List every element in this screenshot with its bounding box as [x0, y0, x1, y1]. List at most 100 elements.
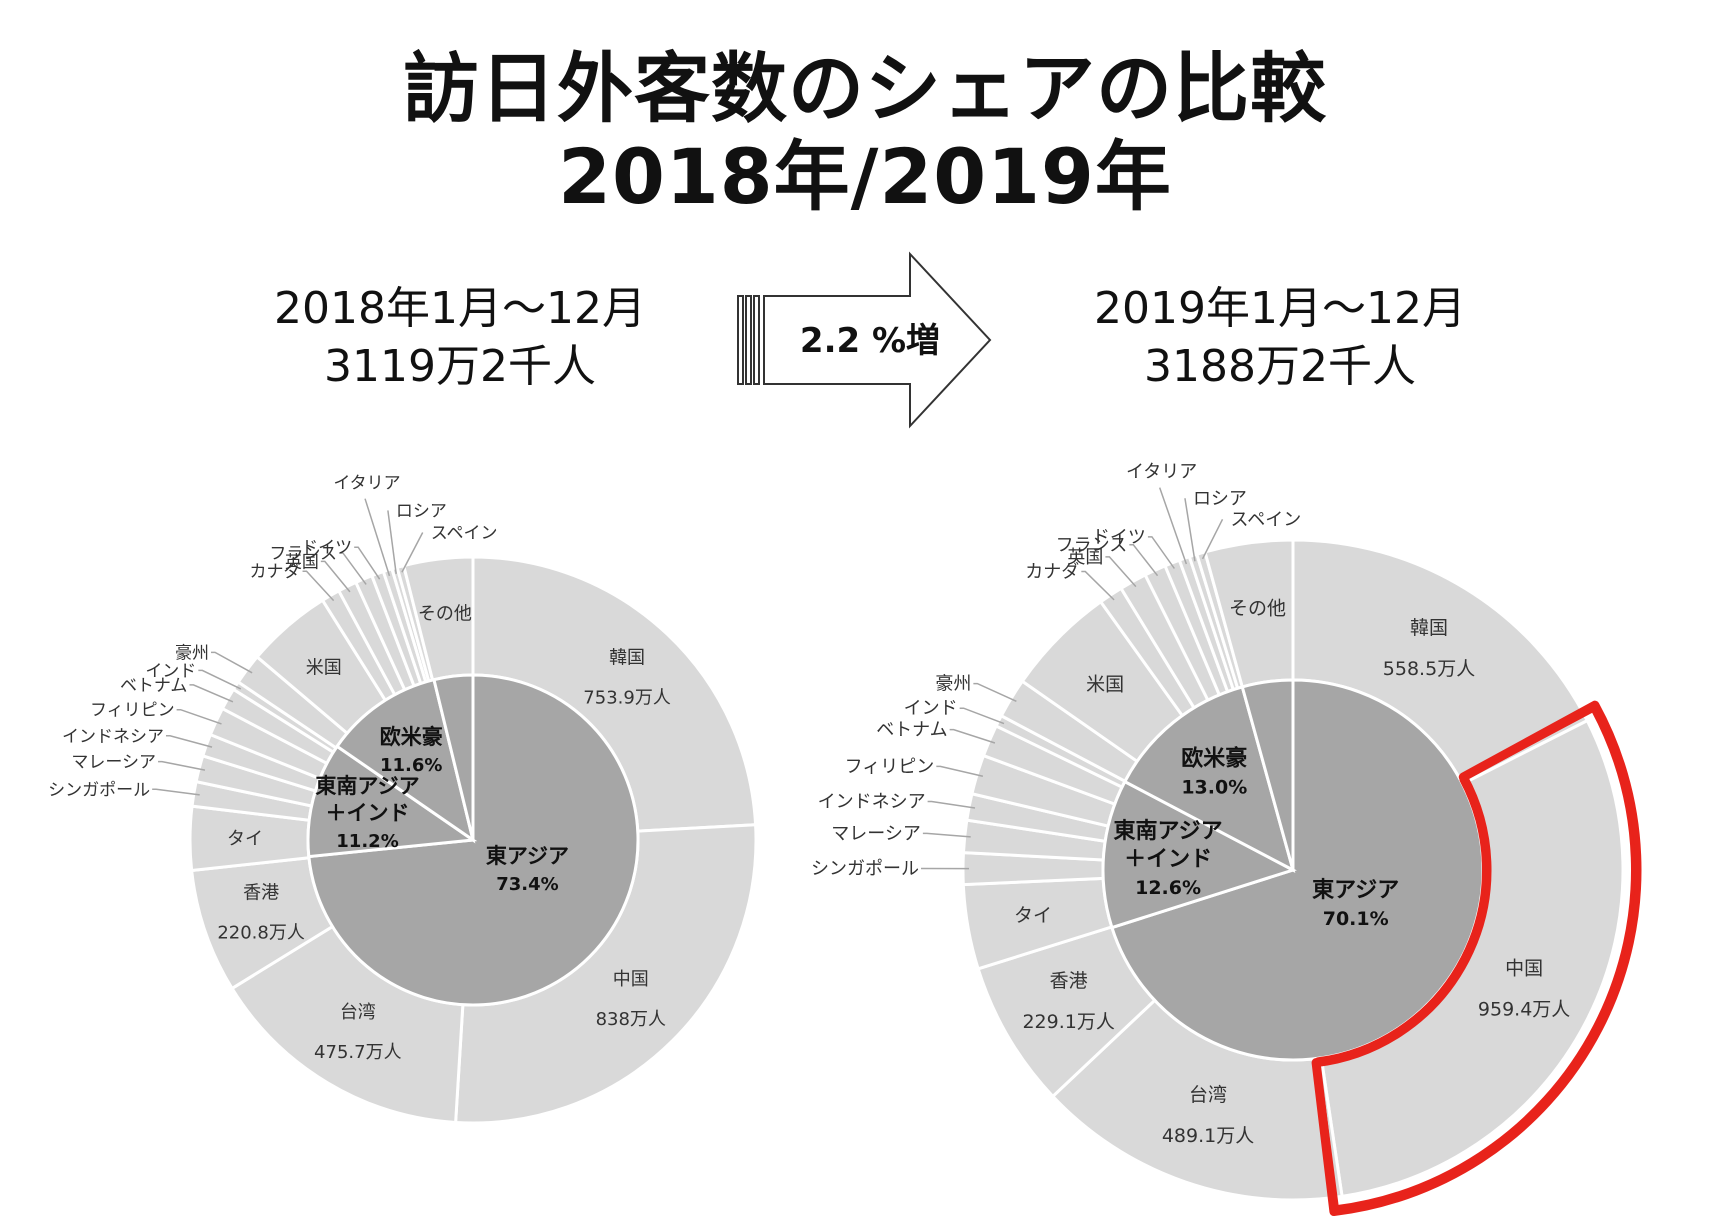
pie-chart-2018: 東アジア 73.4% 東南アジア ＋インド 11.2% 欧米豪 11.6% 韓国 753.9万人… [48, 474, 758, 1125]
outer-name-label-1: 韓国 [609, 647, 645, 668]
leader-line-14 [302, 570, 335, 602]
leader-line-10 [189, 684, 234, 703]
outer-name-label-9: フィリピン [90, 701, 175, 721]
outer-name-label-14: カナダ [250, 562, 301, 582]
outer-value-label-3: 489.1万人 [1162, 1125, 1254, 1147]
leader-line-19 [1184, 498, 1196, 562]
period-2018-total: 3119万2千人 [324, 341, 596, 392]
inner-name-label-3: 欧米豪 [1181, 745, 1247, 771]
inner-name-label-2: ＋インド [326, 801, 410, 825]
outer-name-label-8: インドネシア [62, 727, 164, 747]
outer-value-label-1: 558.5万人 [1383, 658, 1475, 680]
arrow-tail-bar-3 [753, 295, 760, 385]
page-title-line1: 訪日外客数のシェアの比較 [403, 44, 1327, 133]
leader-line-10 [949, 728, 996, 744]
growth-arrow: 2.2 %増 [737, 251, 992, 429]
leader-line-16 [339, 552, 367, 585]
outer-name-label-15: 英国 [285, 552, 319, 572]
inner-slice-3 [1122, 685, 1296, 873]
outer-name-label-7: マレーシア [71, 753, 156, 773]
outer-name-label-15: 英国 [1067, 547, 1103, 568]
inner-share-label-1: 73.4% [496, 874, 558, 895]
leader-line-16 [1129, 544, 1159, 577]
inner-name-label-1: 東アジア [486, 844, 569, 868]
leader-line-7 [158, 760, 206, 771]
outer-name-label-9: フィリピン [845, 756, 935, 777]
outer-name-label-11: インド [145, 661, 196, 681]
arrow-tail-bar-1 [737, 295, 744, 385]
leader-line-7 [922, 832, 971, 838]
inner-share-label-2: 12.6% [1135, 877, 1201, 899]
leader-line-18 [364, 498, 391, 577]
outer-value-label-4: 220.8万人 [217, 923, 305, 944]
leader-line-14 [1081, 570, 1115, 601]
highlight-outline [1311, 700, 1642, 1217]
leader-line-15 [320, 560, 351, 593]
page-title-line2: 2018年/2019年 [558, 132, 1172, 221]
inner-share-label-1: 70.1% [1323, 908, 1389, 930]
outer-name-label-2: 中国 [1505, 958, 1543, 980]
outer-name-label-2: 中国 [613, 969, 649, 990]
outer-name-label-13: 米国 [306, 658, 342, 679]
outer-name-label-11: インド [904, 698, 958, 719]
inner-name-label-3: 欧米豪 [380, 725, 443, 749]
leader-line-12 [973, 682, 1017, 702]
period-2018-range: 2018年1月～12月 [274, 283, 646, 334]
outer-name-label-10: ベトナム [120, 676, 188, 696]
leader-line-20 [401, 532, 424, 573]
outer-name-label-10: ベトナム [876, 720, 947, 741]
outer-name-label-8: インドネシア [818, 792, 926, 813]
leader-line-17 [1147, 536, 1175, 569]
leader-line-8 [165, 735, 213, 748]
leader-line-6 [152, 788, 200, 796]
leader-line-20 [1201, 518, 1224, 560]
outer-name-label-12: 豪州 [935, 674, 971, 695]
outer-name-label-19: ロシア [1193, 488, 1247, 509]
inner-share-label-3: 13.0% [1181, 776, 1247, 798]
outer-name-label-5: タイ [1014, 905, 1052, 927]
outer-name-label-16: フランス [1056, 535, 1128, 556]
outer-value-label-4: 229.1万人 [1022, 1011, 1114, 1033]
outer-name-label-18: イタリア [333, 474, 400, 494]
outer-value-label-3: 475.7万人 [314, 1042, 402, 1063]
outer-name-label-4: 香港 [1050, 970, 1088, 992]
leader-line-8 [927, 800, 976, 809]
outer-name-label-19: ロシア [396, 501, 447, 521]
inner-name-label-1: 東アジア [1312, 878, 1399, 903]
outer-name-label-7: マレーシア [831, 823, 921, 844]
outer-value-label-2: 838万人 [596, 1009, 666, 1030]
outer-name-label-1: 韓国 [1410, 617, 1448, 639]
outer-name-label-16: フランス [269, 544, 337, 564]
outer-name-label-14: カナダ [1025, 562, 1079, 583]
outer-name-label-6: シンガポール [811, 858, 919, 879]
leader-line-11 [959, 707, 1005, 725]
inner-share-label-3: 11.6% [380, 755, 442, 776]
leader-line-18 [1158, 487, 1188, 565]
inner-slice-2 [1101, 779, 1297, 930]
outer-name-label-21: その他 [1229, 597, 1286, 619]
leader-line-11 [198, 669, 242, 690]
outer-name-label-4: 香港 [243, 883, 279, 904]
outer-value-label-2: 959.4万人 [1478, 999, 1570, 1021]
arrow-body [763, 251, 992, 429]
outer-name-label-21: その他 [418, 604, 472, 625]
inner-slice-3 [335, 677, 476, 844]
outer-name-label-20: スペイン [431, 523, 498, 543]
leader-line-19 [387, 510, 397, 574]
inner-name-label-2: ＋インド [1124, 847, 1212, 872]
leader-line-12 [211, 651, 253, 674]
period-2019-total: 3188万2千人 [1144, 341, 1416, 392]
inner-slice-2 [306, 744, 478, 859]
outer-value-label-1: 753.9万人 [583, 687, 671, 708]
outer-name-label-5: タイ [227, 829, 263, 850]
inner-name-label-2: 東南アジア [315, 774, 419, 798]
inner-slice-4 [1240, 678, 1295, 871]
outer-name-label-17: ドイツ [301, 538, 352, 558]
outer-name-label-18: イタリア [1126, 462, 1197, 483]
period-2019-range: 2019年1月～12月 [1094, 283, 1466, 334]
outer-name-label-6: シンガポール [48, 780, 150, 800]
leader-line-9 [936, 765, 984, 777]
leader-line-15 [1105, 556, 1137, 588]
arrow-tail-bar-2 [745, 295, 752, 385]
